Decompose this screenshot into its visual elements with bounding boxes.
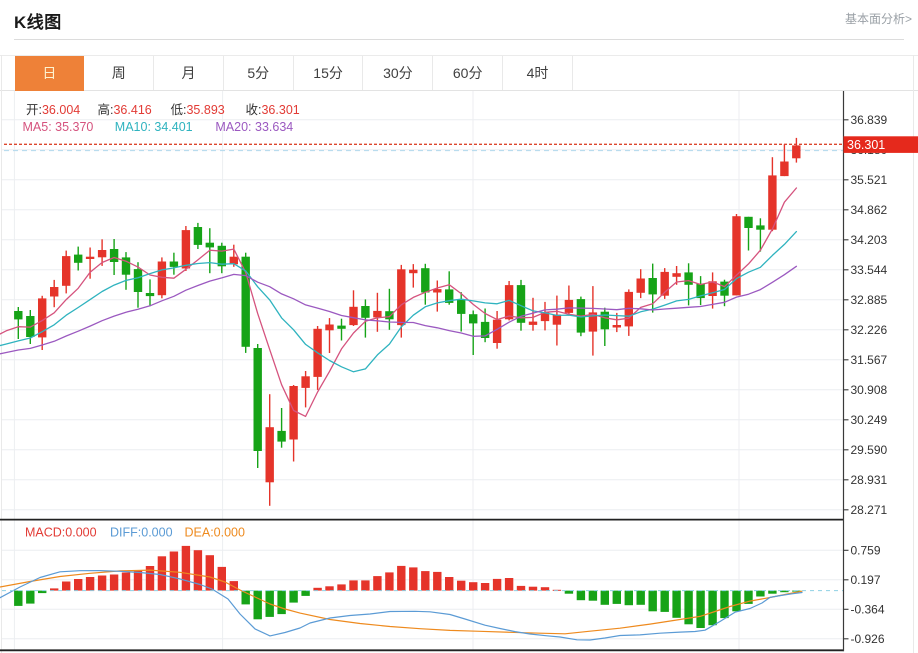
svg-text:32.226: 32.226 [851,323,888,337]
svg-text:28.931: 28.931 [851,473,888,487]
svg-text:MA20: 33.634: MA20: 33.634 [215,120,293,134]
svg-text:开:36.004: 开:36.004 [26,103,80,117]
svg-text:MA5: 35.370: MA5: 35.370 [23,120,94,134]
svg-text:高:36.416: 高:36.416 [98,102,152,117]
svg-text:30.908: 30.908 [851,383,888,397]
svg-text:35.521: 35.521 [851,173,888,187]
svg-text:32.885: 32.885 [851,293,888,307]
svg-text:0.759: 0.759 [851,544,881,558]
svg-text:-0.364: -0.364 [851,603,885,617]
svg-text:DEA:0.000: DEA:0.000 [185,526,246,540]
svg-text:MA10: 34.401: MA10: 34.401 [115,120,193,134]
svg-text:收:36.301: 收:36.301 [246,103,300,117]
svg-text:29.590: 29.590 [851,443,888,457]
svg-text:0.197: 0.197 [851,573,881,587]
svg-text:MACD:0.000: MACD:0.000 [25,526,97,540]
svg-text:低:35.893: 低:35.893 [171,103,225,117]
svg-text:-0.926: -0.926 [851,632,885,646]
svg-text:36.301: 36.301 [847,138,885,152]
svg-text:28.271: 28.271 [851,503,888,517]
svg-text:30.249: 30.249 [851,413,888,427]
svg-text:34.862: 34.862 [851,203,888,217]
svg-text:31.567: 31.567 [851,353,888,367]
svg-text:DIFF:0.000: DIFF:0.000 [110,526,173,540]
svg-text:34.203: 34.203 [851,233,888,247]
svg-text:33.544: 33.544 [851,263,888,277]
svg-text:36.839: 36.839 [851,113,888,127]
